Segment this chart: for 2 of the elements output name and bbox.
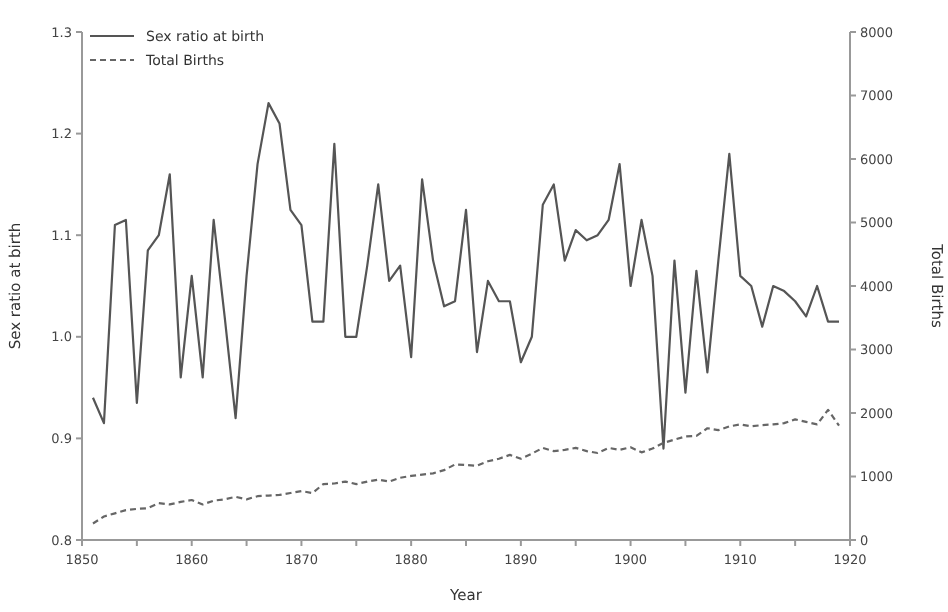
line-series — [91, 408, 841, 525]
line-series — [91, 102, 841, 450]
